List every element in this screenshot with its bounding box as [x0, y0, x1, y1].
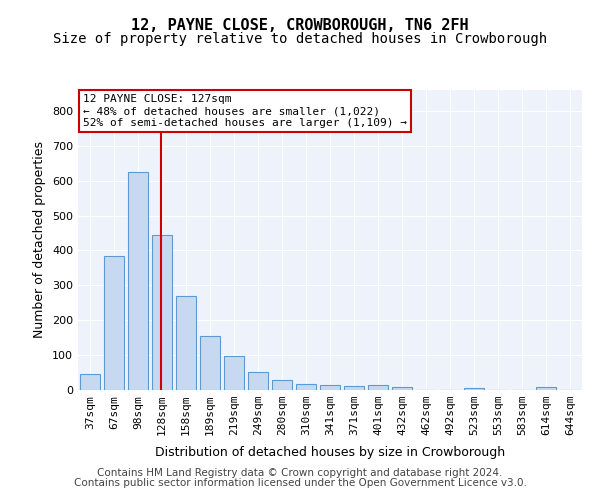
- Bar: [152, 235, 172, 390]
- Y-axis label: Number of detached properties: Number of detached properties: [34, 142, 46, 338]
- Bar: [320, 385, 340, 390]
- X-axis label: Distribution of detached houses by size in Crowborough: Distribution of detached houses by size …: [155, 446, 505, 460]
- Bar: [248, 372, 268, 390]
- Bar: [296, 384, 316, 390]
- Bar: [392, 387, 412, 390]
- Text: Contains public sector information licensed under the Open Government Licence v3: Contains public sector information licen…: [74, 478, 526, 488]
- Bar: [104, 256, 124, 390]
- Text: Size of property relative to detached houses in Crowborough: Size of property relative to detached ho…: [53, 32, 547, 46]
- Bar: [128, 172, 148, 390]
- Bar: [224, 356, 244, 390]
- Bar: [344, 386, 364, 390]
- Text: Contains HM Land Registry data © Crown copyright and database right 2024.: Contains HM Land Registry data © Crown c…: [97, 468, 503, 477]
- Bar: [200, 336, 220, 390]
- Bar: [536, 387, 556, 390]
- Bar: [368, 386, 388, 390]
- Bar: [176, 296, 196, 390]
- Text: 12, PAYNE CLOSE, CROWBOROUGH, TN6 2FH: 12, PAYNE CLOSE, CROWBOROUGH, TN6 2FH: [131, 18, 469, 32]
- Bar: [464, 388, 484, 390]
- Bar: [272, 380, 292, 390]
- Bar: [80, 374, 100, 390]
- Text: 12 PAYNE CLOSE: 127sqm
← 48% of detached houses are smaller (1,022)
52% of semi-: 12 PAYNE CLOSE: 127sqm ← 48% of detached…: [83, 94, 407, 128]
